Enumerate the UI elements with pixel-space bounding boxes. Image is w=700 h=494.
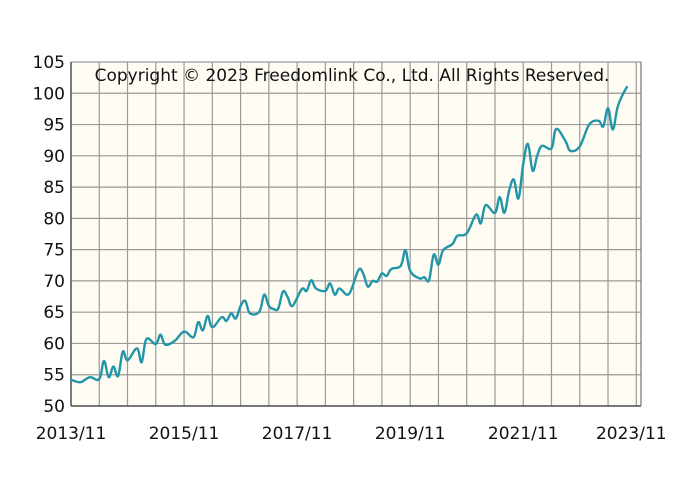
plot-background [71, 62, 641, 406]
series-line [69, 85, 629, 384]
y-tick-label: 90 [43, 147, 65, 167]
x-tick-labels: 2013/11 2015/11 2017/11 2019/11 2021/11 2023/… [36, 424, 667, 444]
axes [70, 62, 642, 407]
y-tick-label: 105 [33, 53, 65, 73]
y-tick-label: 85 [43, 178, 65, 198]
y-tick-label: 70 [43, 272, 65, 292]
x-tick-label: 2017/11 [262, 424, 333, 444]
y-tick-label: 65 [43, 303, 65, 323]
y-tick-label: 75 [43, 241, 65, 261]
y-tick-label: 95 [43, 116, 65, 136]
x-tick-label: 2013/11 [36, 424, 107, 444]
x-tick-label: 2015/11 [149, 424, 220, 444]
y-tick-label: 60 [43, 334, 65, 354]
x-tick-label: 2021/11 [488, 424, 559, 444]
y-tick-label: 55 [43, 366, 65, 386]
x-tick-label: 2019/11 [375, 424, 446, 444]
x-tick-label: 2023/11 [596, 424, 667, 444]
series-group [69, 85, 629, 384]
copyright-annotation: Copyright © 2023 Freedomlink Co., Ltd. A… [95, 66, 610, 86]
y-tick-labels: 50 55 60 65 70 75 80 85 90 95 100 105 [33, 53, 65, 417]
y-tick-label: 100 [33, 84, 65, 104]
y-tick-label: 50 [43, 397, 65, 417]
y-tick-label: 80 [43, 209, 65, 229]
